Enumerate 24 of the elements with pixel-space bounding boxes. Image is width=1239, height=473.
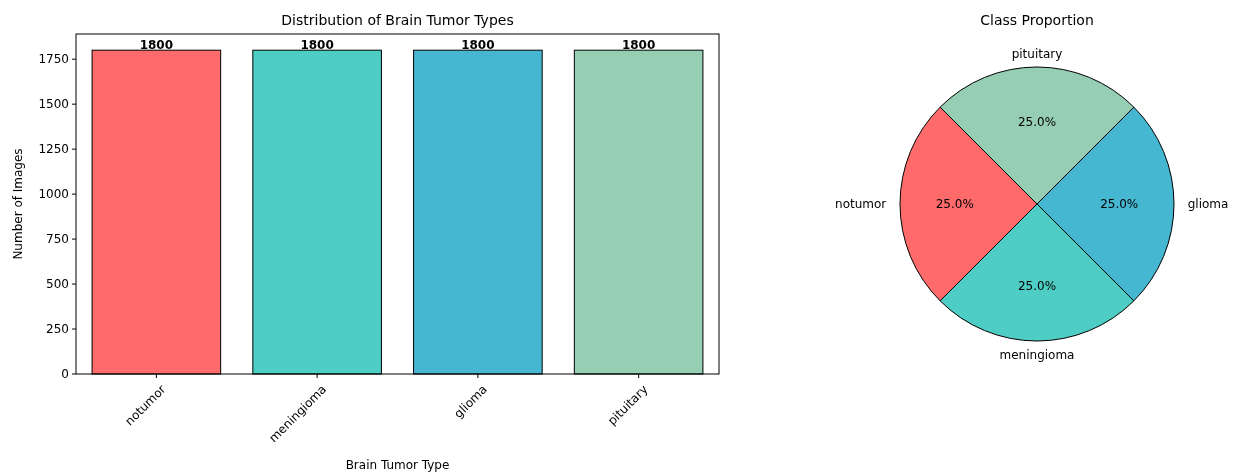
y-axis-title: Number of Images: [11, 148, 25, 260]
data-label: 1800: [139, 38, 174, 53]
slice-label: glioma: [1187, 197, 1229, 212]
y-tick-label: 0: [61, 367, 69, 382]
chart-title: Class Proportion: [980, 12, 1094, 28]
data-label: 1800: [621, 38, 656, 53]
data-label: 25.0%: [1100, 197, 1139, 212]
data-label: 25.0%: [1017, 279, 1057, 294]
y-tick-label: 500: [46, 277, 69, 292]
y-tick-label: 750: [46, 232, 69, 247]
data-label: 1800: [300, 38, 334, 53]
chart-title: Distribution of Brain Tumor Types: [281, 12, 514, 28]
slice-label: meningioma: [999, 347, 1075, 362]
data-label: 25.0%: [935, 197, 974, 212]
data-label: 1800: [461, 38, 495, 53]
y-tick-label: 1250: [38, 142, 69, 157]
slice-label: pituitary: [1011, 46, 1063, 61]
y-tick-label: 250: [46, 322, 69, 337]
data-label: 25.0%: [1017, 115, 1057, 129]
y-tick-label: 1500: [38, 97, 69, 112]
y-tick-label: 1750: [38, 52, 69, 67]
x-axis-title: Brain Tumor Type: [345, 458, 450, 472]
y-tick-label: 1000: [38, 187, 69, 202]
slice-label: notumor: [835, 197, 887, 212]
